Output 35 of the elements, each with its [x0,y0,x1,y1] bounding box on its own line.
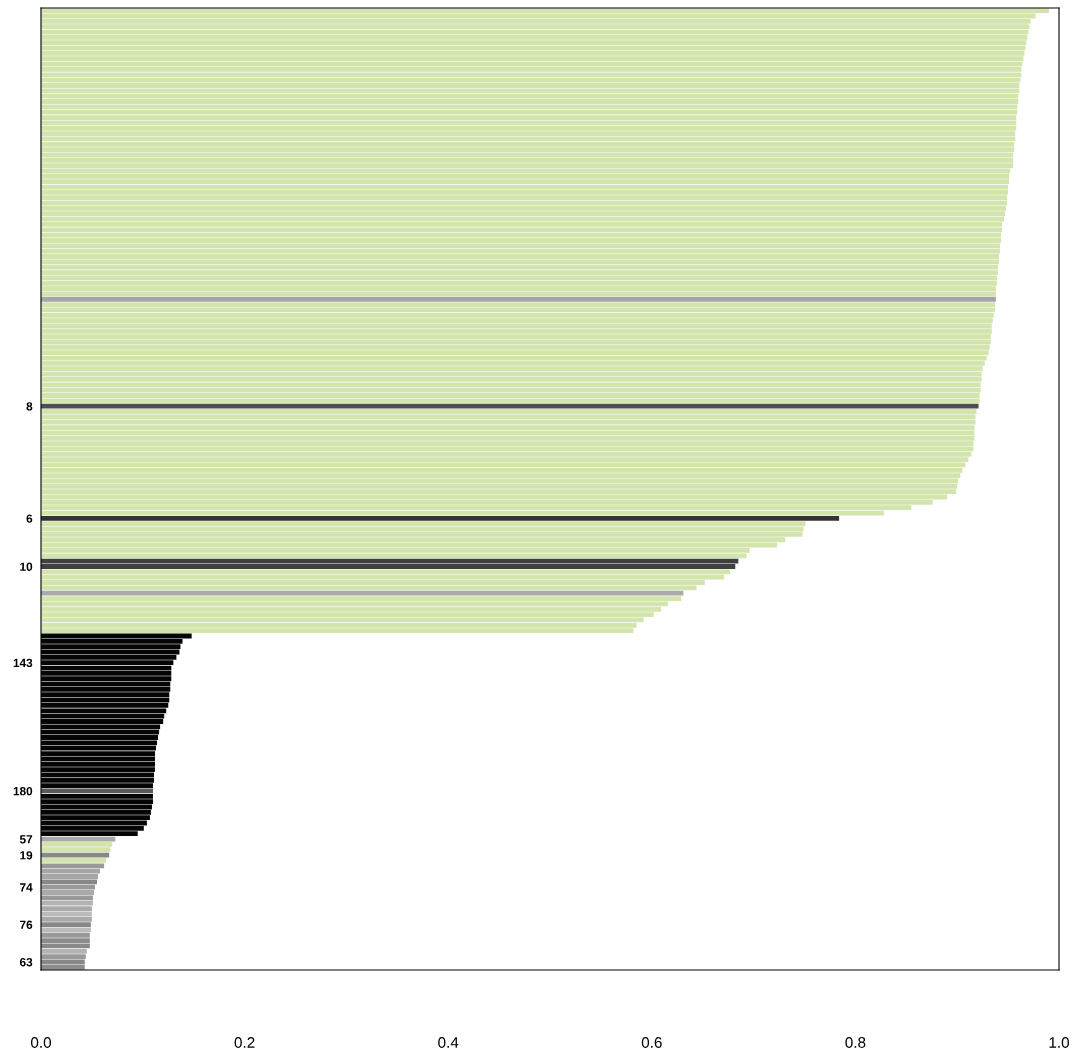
bar [41,911,92,917]
y-tick-label: 57 [19,835,33,844]
x-tick-label: 0.6 [641,1037,662,1048]
bar [41,932,90,938]
bar [41,858,107,863]
y-tick-label: 143 [13,658,33,668]
x-tick-label: 0.4 [438,1037,459,1048]
bar [41,954,86,960]
y-tick-label: 6 [26,514,33,523]
bar [41,515,840,521]
bar [41,521,806,527]
bar [41,916,92,922]
bar [41,895,93,901]
y-tick-label: 63 [19,958,33,967]
bar [41,948,87,954]
y-tick-label: 8 [26,402,33,411]
bar [41,938,90,944]
x-tick-label: 0.0 [30,1037,52,1048]
y-tick-label: 76 [20,920,33,929]
bar [41,884,95,890]
bar [41,890,94,895]
x-tick-label: 1.0 [1049,1037,1070,1048]
bar [41,590,684,596]
bar [41,302,995,308]
y-tick-label: 180 [13,787,33,796]
x-tick-label: 0.2 [234,1037,255,1048]
bar [41,863,105,869]
y-tick-label: 74 [20,883,33,892]
y-tick-label: 19 [20,851,33,860]
bar [41,922,91,927]
y-tick-label: 10 [20,562,33,571]
bar [41,403,979,409]
x-tick-label: 0.8 [845,1037,866,1048]
bar [41,296,996,302]
bar [41,879,97,885]
